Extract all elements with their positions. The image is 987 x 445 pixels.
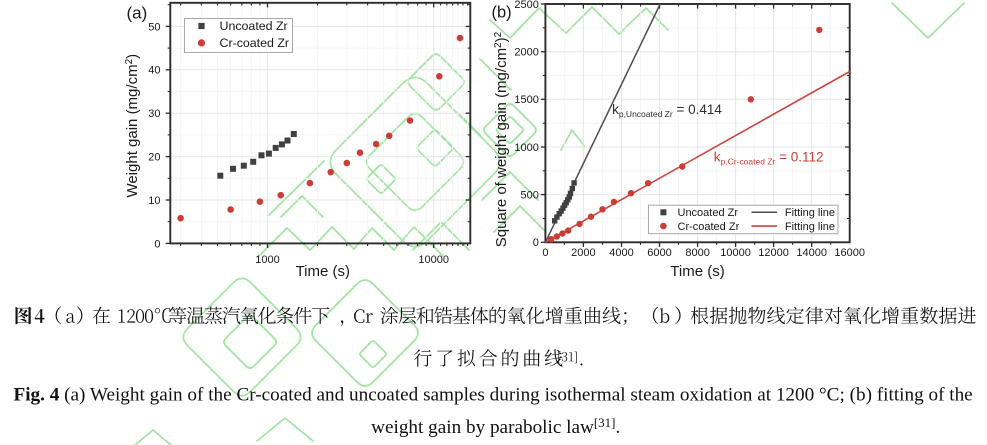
svg-text:8000: 8000 — [685, 247, 709, 259]
svg-text:Uncoated Zr: Uncoated Zr — [678, 207, 739, 219]
svg-text:10000: 10000 — [720, 247, 751, 259]
svg-text:Fig. 4 (a) Weight gain of the: Fig. 4 (a) Weight gain of the Cr-coated … — [13, 385, 972, 406]
svg-text:0: 0 — [533, 237, 539, 249]
svg-text:10: 10 — [148, 195, 160, 207]
svg-text:50: 50 — [148, 21, 160, 33]
svg-text:Square of weight gain (mg/cm2): Square of weight gain (mg/cm2)2 — [493, 31, 510, 247]
svg-text:kp,Uncoated Zr = 0.414: kp,Uncoated Zr = 0.414 — [612, 102, 722, 119]
svg-text:0: 0 — [542, 247, 548, 259]
svg-text:(a): (a) — [127, 3, 148, 22]
svg-text:1000: 1000 — [514, 142, 538, 154]
svg-text:4000: 4000 — [609, 247, 633, 259]
svg-text:10000: 10000 — [418, 254, 449, 266]
svg-text:16000: 16000 — [834, 247, 865, 259]
svg-text:Cr-coated Zr: Cr-coated Zr — [678, 221, 740, 233]
svg-text:Uncoated Zr: Uncoated Zr — [220, 19, 288, 33]
svg-text:1000: 1000 — [255, 254, 279, 266]
svg-text:(b): (b) — [492, 4, 512, 22]
svg-text:weight gain by parabolic law[3: weight gain by parabolic law[31]. — [371, 415, 620, 438]
svg-text:Weight gain (mg/cm2): Weight gain (mg/cm2) — [124, 54, 141, 198]
svg-text:2000: 2000 — [571, 247, 595, 259]
svg-text:0: 0 — [154, 238, 160, 250]
svg-text:Cr-coated Zr: Cr-coated Zr — [220, 36, 290, 50]
svg-text:12000: 12000 — [758, 247, 789, 259]
svg-text:40: 40 — [148, 65, 160, 77]
svg-text:Time (s): Time (s) — [670, 263, 724, 280]
svg-text:14000: 14000 — [796, 247, 827, 259]
svg-text:Fitting line: Fitting line — [785, 207, 835, 219]
svg-text:1500: 1500 — [514, 94, 538, 106]
svg-text:30: 30 — [148, 108, 160, 120]
svg-text:Fitting line: Fitting line — [785, 221, 835, 233]
svg-text:2000: 2000 — [514, 47, 538, 59]
svg-text:6000: 6000 — [647, 247, 671, 259]
svg-text:500: 500 — [521, 190, 539, 202]
svg-text:2500: 2500 — [514, 0, 538, 11]
svg-text:20: 20 — [148, 152, 160, 164]
svg-text:Time (s): Time (s) — [296, 263, 350, 280]
